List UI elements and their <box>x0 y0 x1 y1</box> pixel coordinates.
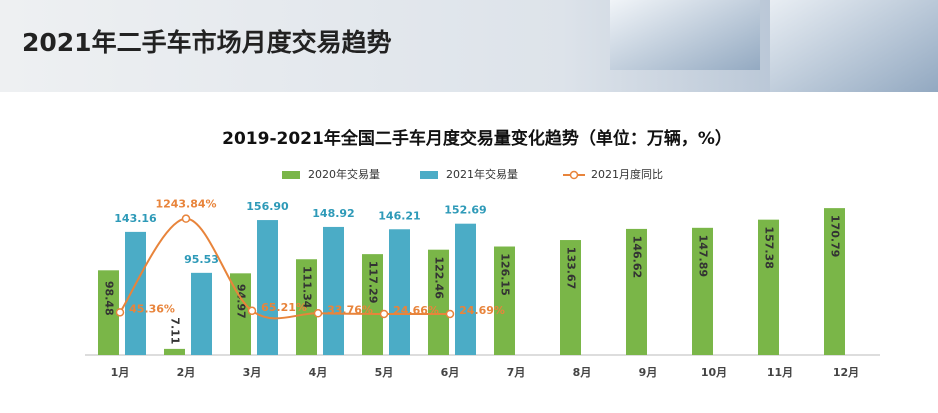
line-marker <box>313 309 323 318</box>
bar-value-label: 156.90 <box>246 200 289 213</box>
x-tick-label: 11月 <box>767 366 793 379</box>
bar-value-label: 147.89 <box>697 235 710 277</box>
bar-value-label: 143.16 <box>114 212 157 225</box>
bar <box>494 246 515 355</box>
bar <box>455 223 476 355</box>
bar-value-label: 157.38 <box>763 226 776 268</box>
legend-swatch <box>282 171 300 179</box>
x-tick-label: 4月 <box>309 366 328 379</box>
line-marker <box>181 214 191 223</box>
x-tick-label: 9月 <box>639 366 658 379</box>
bar <box>824 208 845 355</box>
bar <box>296 259 317 355</box>
legend-swatch <box>420 171 438 179</box>
x-tick-label: 1月 <box>111 366 130 379</box>
bar-value-label: 94.97 <box>235 284 248 319</box>
line-value-label: 33.76% <box>327 303 373 316</box>
x-tick-label: 6月 <box>441 366 460 379</box>
x-tick-label: 10月 <box>701 366 727 379</box>
line-value-label: 65.21% <box>261 301 307 314</box>
legend-label: 2021年交易量 <box>446 167 518 181</box>
bar <box>230 273 251 355</box>
header-decoration <box>610 0 760 70</box>
chart-title: 2019-2021年全国二手车月度交易量变化趋势（单位：万辆，%） <box>222 128 732 149</box>
bar-value-label: 152.69 <box>444 204 486 217</box>
bar-value-label: 126.15 <box>499 253 512 295</box>
line-value-label: 24.69% <box>459 304 505 317</box>
line-value-label: 45.36% <box>129 302 175 315</box>
bar <box>389 229 410 355</box>
x-tick-label: 8月 <box>573 366 592 379</box>
bar-value-label: 133.67 <box>565 247 578 289</box>
bar <box>191 272 212 355</box>
legend-label: 2020年交易量 <box>308 167 380 181</box>
line-value-label: 24.66% <box>393 304 439 317</box>
bar-value-label: 95.53 <box>184 253 219 266</box>
bar <box>758 219 779 355</box>
line-value-label: 1243.84% <box>155 198 216 211</box>
bar <box>125 231 146 355</box>
bar <box>560 240 581 355</box>
line-marker <box>247 306 257 316</box>
bar-value-label: 7.11 <box>169 317 182 344</box>
bar <box>428 249 449 355</box>
line-marker <box>115 308 125 317</box>
bar <box>692 227 713 355</box>
bar <box>626 228 647 355</box>
header-title: 2021年二手车市场月度交易趋势 <box>22 28 392 57</box>
bar-value-label: 111.34 <box>301 266 314 309</box>
bar-value-label: 148.92 <box>312 207 354 220</box>
bar <box>98 270 119 355</box>
header-decoration <box>770 0 938 92</box>
bar <box>362 254 383 355</box>
legend-marker <box>569 170 579 180</box>
bar <box>257 220 278 355</box>
bar-value-label: 117.29 <box>367 261 380 303</box>
bar <box>164 348 185 355</box>
line-marker <box>379 309 389 319</box>
bar-value-label: 146.21 <box>378 209 420 222</box>
bar-value-label: 170.79 <box>829 215 842 257</box>
x-tick-label: 12月 <box>833 366 859 379</box>
bar-value-label: 122.46 <box>433 256 446 299</box>
x-tick-label: 3月 <box>243 366 262 379</box>
x-tick-label: 5月 <box>375 366 394 379</box>
line-marker <box>445 309 455 319</box>
bar-value-label: 98.48 <box>103 281 116 316</box>
x-tick-label: 2月 <box>177 366 196 379</box>
bar-value-label: 146.62 <box>631 236 644 278</box>
bar <box>323 226 344 355</box>
x-tick-label: 7月 <box>507 366 526 379</box>
legend-label: 2021月度同比 <box>591 167 663 181</box>
